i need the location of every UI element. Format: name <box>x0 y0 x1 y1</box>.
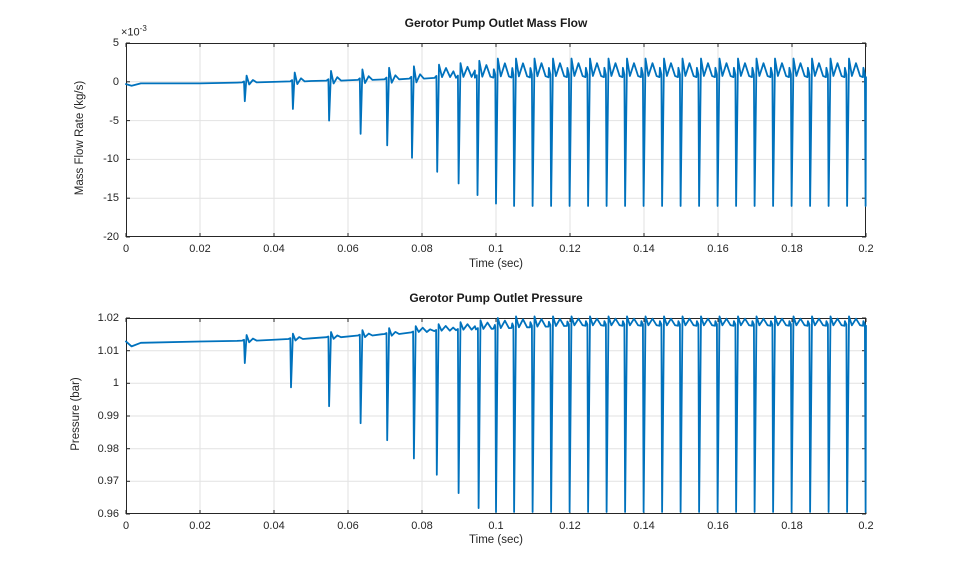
mass-flow-chart-title: Gerotor Pump Outlet Mass Flow <box>404 16 588 30</box>
x-tick-label: 0.18 <box>781 243 803 255</box>
x-tick-label: 0.12 <box>559 520 581 532</box>
exponent-value: -3 <box>139 24 147 33</box>
x-tick-label: 0.2 <box>858 520 874 532</box>
exponent-prefix: ×10 <box>121 26 140 39</box>
y-tick-label: 0 <box>112 75 119 88</box>
y-tick-label: 1.01 <box>97 344 119 357</box>
x-tick-label: 0.2 <box>858 243 874 255</box>
y-tick-label: 0.98 <box>97 442 119 455</box>
x-tick-label: 0 <box>122 520 130 532</box>
x-tick-label: 0.04 <box>263 520 285 532</box>
x-tick-label: 0.02 <box>189 243 211 255</box>
y-tick-label: -5 <box>109 114 119 127</box>
y-tick-label: -10 <box>103 153 119 166</box>
x-tick-label: 0.08 <box>411 243 433 255</box>
x-tick-label: 0.06 <box>337 243 359 255</box>
y-tick-label: 1 <box>112 377 119 390</box>
y-axis-exponent-label: ×10-3 <box>121 24 147 39</box>
x-tick-label: 0.06 <box>337 520 359 532</box>
x-tick-label: 0.08 <box>411 520 433 532</box>
x-tick-label: 0.14 <box>633 520 655 532</box>
x-tick-label: 0.04 <box>263 243 285 255</box>
y-tick-label: 0.99 <box>97 410 119 422</box>
x-tick-label: 0.16 <box>707 243 729 255</box>
signal-line <box>125 57 867 207</box>
pressure-x-axis-label: Time (sec) <box>469 534 523 546</box>
y-tick-label: 1.02 <box>97 312 119 324</box>
y-tick-label: -20 <box>103 231 119 243</box>
y-tick-label: 0.96 <box>97 508 119 520</box>
x-tick-label: 0.1 <box>488 243 504 255</box>
x-tick-label: 0.12 <box>559 243 581 255</box>
x-tick-label: 0.1 <box>488 520 504 532</box>
mass-flow-x-axis-label: Time (sec) <box>469 258 523 270</box>
x-tick-label: 0.02 <box>189 520 211 532</box>
x-tick-label: 0.16 <box>707 520 729 532</box>
x-tick-label: 0 <box>122 243 130 255</box>
y-tick-label: -15 <box>103 192 119 205</box>
pressure-chart-title: Gerotor Pump Outlet Pressure <box>409 291 583 305</box>
y-tick-label: 0.97 <box>97 475 119 488</box>
signal-line <box>125 315 867 513</box>
x-tick-label: 0.18 <box>781 520 803 532</box>
x-tick-label: 0.14 <box>633 243 655 255</box>
y-tick-label: 5 <box>112 37 119 49</box>
mass-flow-y-axis-label: Mass Flow Rate (kg/s) <box>74 80 86 196</box>
